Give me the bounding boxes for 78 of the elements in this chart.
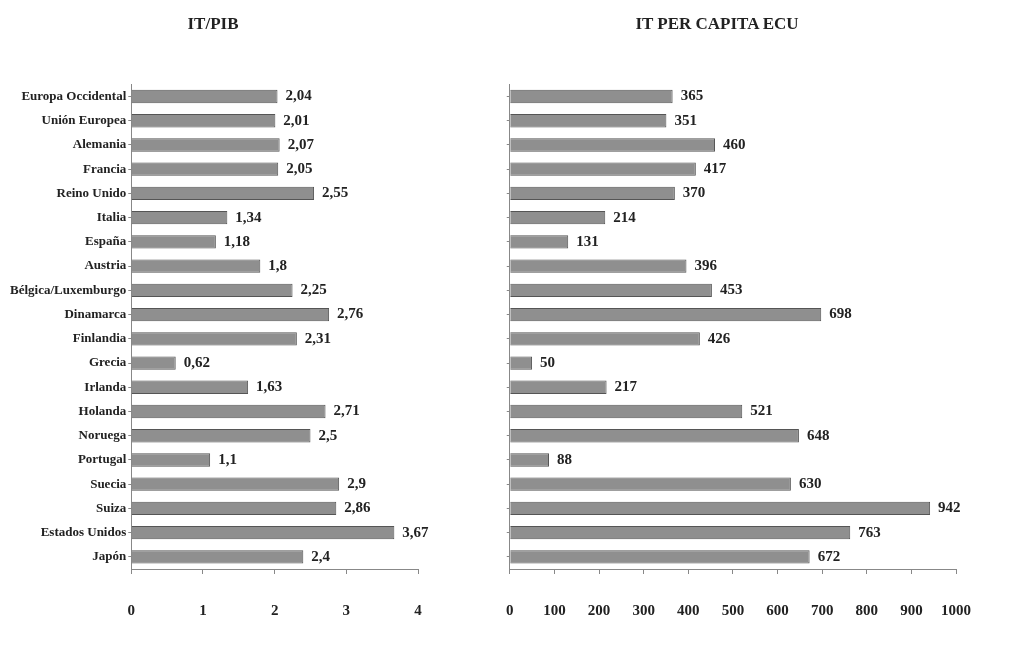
y-tick-label: Finlandia [72,330,127,346]
y-tick-label: Alemania [72,136,127,152]
x-tick-label: 4 [414,601,423,618]
data-label: 672 [817,547,841,564]
data-label: 2,05 [286,160,313,177]
data-label: 2,07 [287,135,315,152]
y-tick-label: Holanda [78,402,127,418]
data-label: 426 [707,329,731,346]
data-label: 2,01 [283,111,310,128]
data-label: 370 [682,184,706,201]
y-tick-label: Dinamarca [64,305,127,321]
data-label: 3,67 [402,523,430,540]
data-label: 351 [674,111,697,128]
data-label: 2,76 [337,305,364,322]
y-tick-label: Unión Europea [41,112,127,128]
x-tick-label: 800 [855,601,878,618]
data-label: 396 [694,257,718,273]
x-tick-label: 200 [587,601,611,618]
x-tick-label: 2 [270,601,279,618]
data-label: 942 [938,499,961,516]
y-tick-label: Reino Unido [56,184,127,200]
data-label: 453 [719,281,743,298]
data-label: 2,04 [285,87,313,104]
y-tick-label: Grecia [88,354,127,370]
data-label: 2,71 [333,402,360,419]
x-tick-label: 900 [900,601,923,618]
data-label: 1,1 [218,450,237,467]
data-label: 365 [680,87,704,104]
chart-title: IT PER CAPITA ECU [635,13,799,33]
data-label: 50 [540,353,556,370]
x-tick-label: 400 [677,601,700,618]
y-tick-label: Francia [82,160,127,176]
y-tick-label: Suiza [95,499,127,515]
data-label: 217 [614,378,638,395]
x-tick-label: 0 [127,601,136,618]
data-label: 521 [750,402,773,419]
data-label: 2,55 [322,184,349,201]
data-label: 698 [829,305,852,322]
x-tick-label: 3 [342,601,351,618]
data-label: 763 [858,523,881,540]
data-label: 1,34 [235,208,263,225]
y-tick-label: Bélgica/Luxemburgo [10,281,127,297]
y-tick-label: Europa Occidental [21,87,127,103]
x-tick-label: 0 [506,601,514,618]
y-tick-label: Portugal [77,451,127,467]
data-label: 2,25 [300,281,327,298]
y-tick-label: Italia [96,209,127,225]
data-label: 214 [613,208,637,225]
data-label: 417 [703,160,727,177]
data-label: 460 [723,135,746,152]
data-label: 2,9 [347,475,366,492]
y-tick-label: Noruega [78,427,127,443]
x-tick-label: 1000 [941,601,971,618]
y-tick-label: Japón [92,548,128,564]
y-tick-label: España [85,233,127,249]
x-tick-label: 600 [766,601,789,618]
x-tick-label: 500 [721,601,745,618]
y-tick-label: Irlanda [84,378,127,394]
x-tick-label: 1 [199,601,207,618]
data-label: 0,62 [183,353,210,370]
data-label: 630 [798,475,822,492]
data-label: 88 [557,450,573,467]
x-tick-label: 700 [810,601,834,618]
data-label: 1,63 [256,378,283,395]
y-tick-label: Suecia [90,475,127,491]
chart-title: IT/PIB [187,13,239,33]
data-label: 2,86 [344,499,372,516]
y-tick-label: Estados Unidos [40,524,127,540]
data-label: 2,5 [318,426,338,443]
x-tick-label: 100 [543,601,566,618]
data-label: 131 [576,232,599,249]
data-label: 648 [806,426,830,443]
x-tick-label: 300 [632,601,655,618]
data-label: 2,31 [304,329,332,346]
data-label: 1,18 [223,232,251,249]
data-label: 2,4 [311,547,331,564]
data-label: 1,8 [268,257,288,273]
y-tick-label: Austria [84,257,127,273]
